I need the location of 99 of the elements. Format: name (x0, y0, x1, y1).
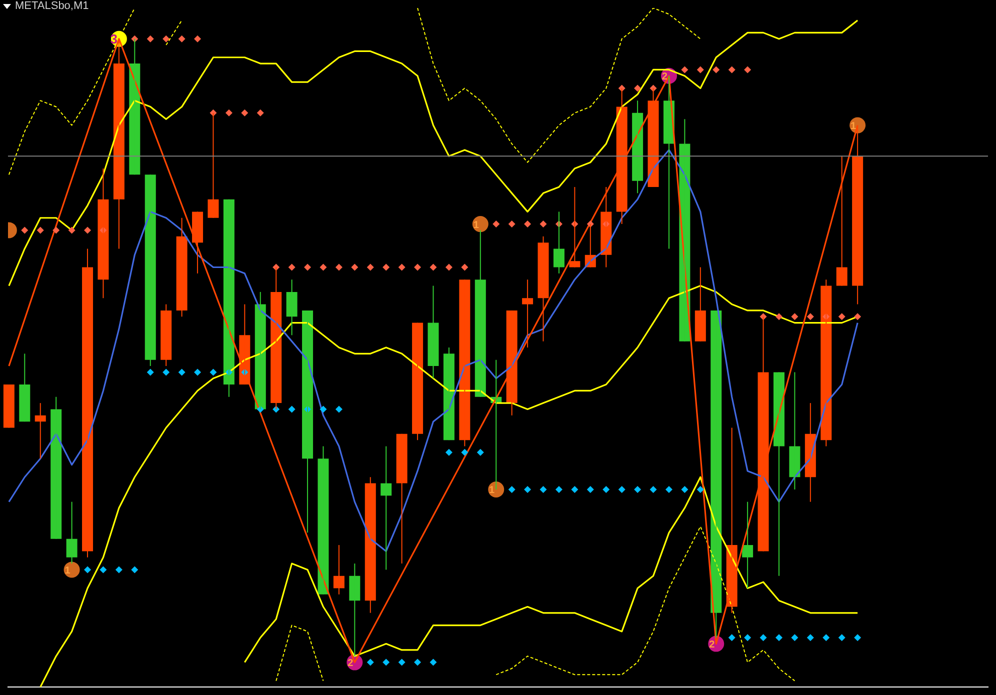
candlestick (144, 174, 156, 367)
point (194, 368, 202, 376)
point (146, 368, 154, 376)
candlestick (428, 285, 439, 379)
point (838, 313, 846, 320)
candlestick (66, 501, 78, 564)
point (508, 486, 516, 493)
point (351, 264, 358, 271)
point (791, 634, 798, 642)
annotation: 2 (709, 640, 716, 651)
point (335, 264, 342, 271)
point (461, 264, 468, 271)
point (398, 658, 406, 666)
candlestick (396, 433, 408, 564)
point (414, 658, 422, 666)
point (618, 486, 626, 493)
point (540, 486, 547, 493)
candlestick (160, 304, 172, 367)
point (476, 448, 484, 456)
annotation: 2 (662, 72, 668, 83)
point (36, 226, 44, 234)
point (162, 368, 170, 376)
point (760, 634, 767, 642)
point (555, 486, 562, 493)
point (791, 313, 798, 320)
point (461, 448, 468, 456)
point (806, 634, 814, 642)
point (366, 264, 374, 271)
point (492, 220, 500, 228)
point (52, 226, 60, 234)
point (712, 66, 720, 74)
point (696, 66, 704, 74)
candlestick (349, 563, 360, 657)
point (728, 634, 736, 642)
point (320, 264, 327, 271)
candlestick (694, 266, 706, 342)
point (430, 658, 437, 666)
point (178, 35, 186, 42)
point (744, 66, 752, 74)
point (524, 220, 532, 228)
point (602, 486, 610, 493)
candlestick (538, 236, 549, 342)
point (634, 84, 642, 92)
point (854, 313, 862, 320)
point (288, 406, 296, 413)
annotation: 2 (348, 658, 354, 670)
candlestick (836, 156, 848, 286)
point (131, 566, 138, 574)
point (84, 226, 92, 234)
point (225, 109, 232, 116)
point (335, 406, 342, 413)
candlestick (19, 353, 30, 422)
point (838, 634, 846, 642)
candlestick (176, 217, 188, 318)
point (445, 264, 452, 271)
point (681, 66, 688, 74)
point (822, 634, 830, 642)
point (540, 220, 547, 228)
point (806, 313, 814, 320)
point (430, 264, 437, 271)
point (288, 264, 296, 271)
point (524, 486, 532, 493)
point (382, 264, 390, 271)
candlestick (3, 384, 14, 428)
point (366, 658, 374, 666)
point (854, 634, 862, 642)
point (681, 486, 688, 493)
point (304, 264, 312, 271)
point (775, 634, 782, 642)
point (210, 368, 217, 376)
point (728, 66, 736, 74)
point (68, 226, 76, 234)
point (398, 264, 406, 271)
point (744, 634, 752, 642)
candlestick (286, 279, 298, 336)
point (696, 486, 704, 493)
point (586, 486, 594, 493)
point (382, 658, 390, 666)
point (320, 406, 327, 413)
point (115, 566, 122, 574)
point (84, 566, 92, 574)
candlestick (522, 279, 534, 348)
point (241, 109, 248, 116)
point (508, 220, 516, 228)
point (650, 486, 657, 493)
point (146, 35, 154, 42)
point (571, 486, 578, 493)
point (162, 35, 170, 42)
point (178, 368, 186, 376)
point (21, 226, 28, 234)
point (445, 448, 452, 456)
point (100, 566, 107, 574)
chart-title: METALSbo,M1 (15, 0, 89, 12)
point (256, 109, 264, 116)
point (775, 313, 782, 320)
point (414, 264, 422, 271)
point (665, 486, 672, 493)
point (194, 35, 202, 42)
point (634, 486, 642, 493)
